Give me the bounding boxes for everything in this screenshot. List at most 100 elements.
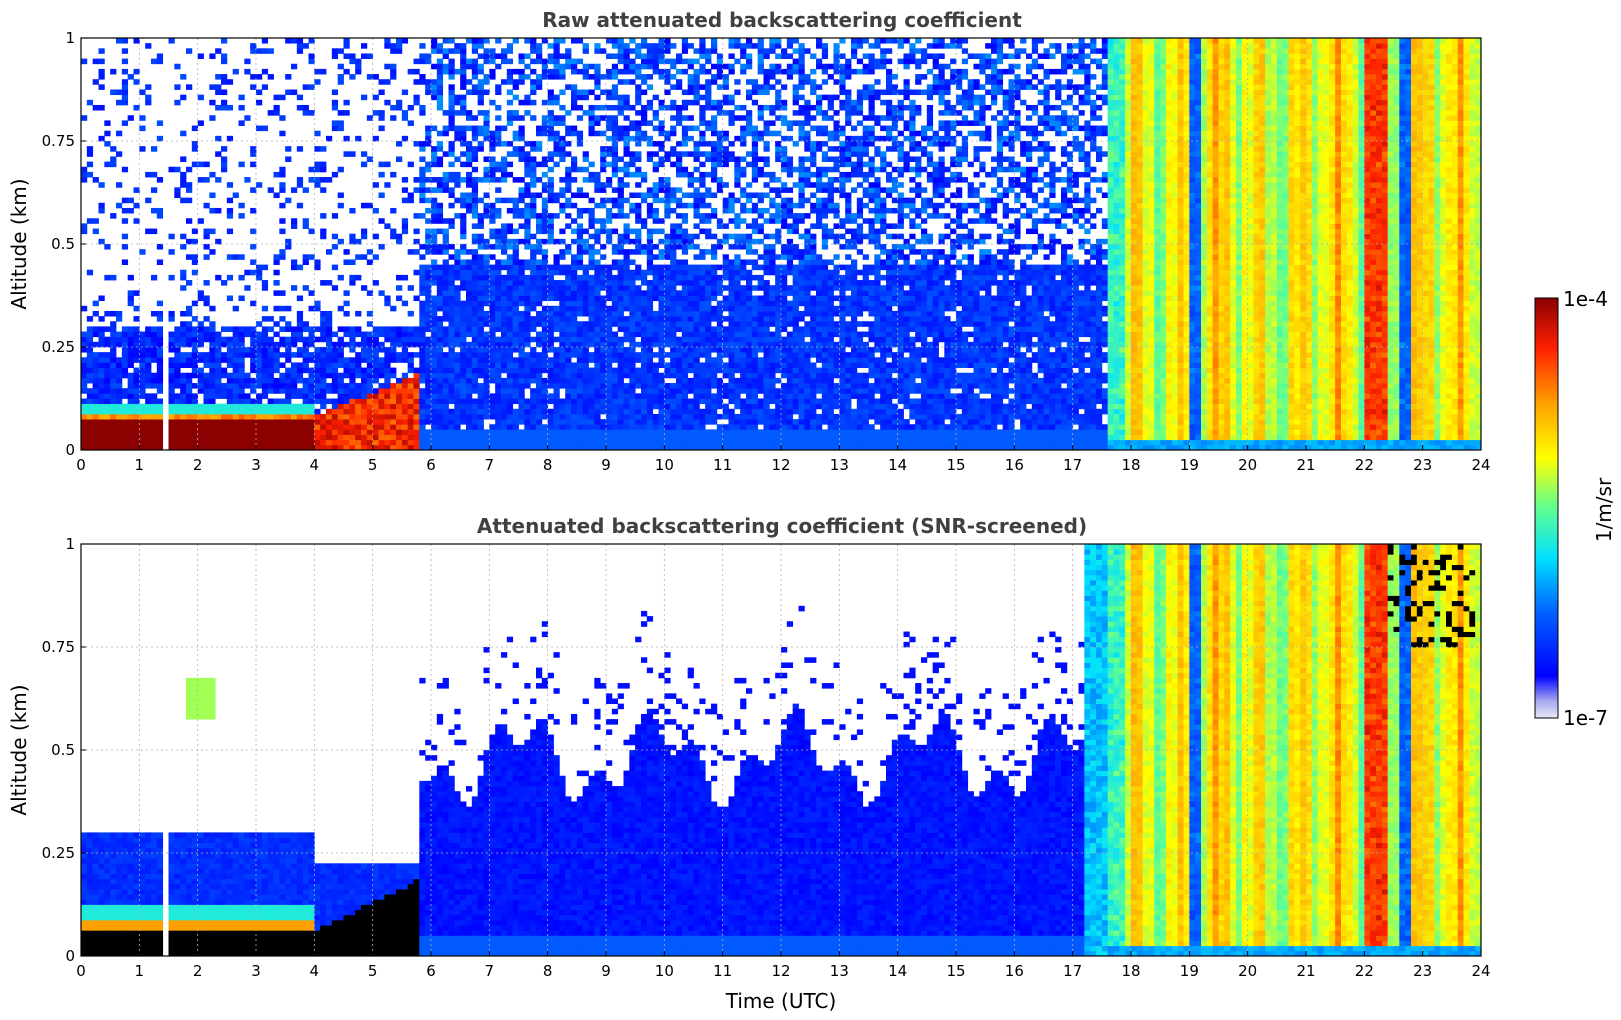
heatmap-cell — [681, 429, 689, 435]
heatmap-cell — [390, 357, 397, 363]
heatmap-cell — [623, 53, 630, 59]
heatmap-cell — [413, 367, 420, 374]
heatmap-cell — [611, 285, 619, 291]
heatmap-cell — [156, 244, 164, 250]
heatmap-cell — [670, 357, 677, 363]
heatmap-cell — [442, 326, 449, 332]
heatmap-cell — [641, 408, 648, 415]
heatmap-cell — [127, 413, 134, 420]
heatmap-cell — [191, 372, 199, 379]
heatmap-cell — [693, 367, 700, 374]
heatmap-cell — [530, 99, 537, 106]
heatmap-cell — [419, 444, 426, 451]
heatmap-cell — [419, 429, 426, 435]
heatmap-cell — [221, 434, 228, 441]
heatmap-cell — [477, 177, 484, 183]
heatmap-cell — [606, 74, 613, 80]
heatmap-cell — [448, 347, 455, 353]
heatmap-cell — [331, 99, 339, 106]
heatmap-cell — [331, 244, 339, 250]
heatmap-cell — [506, 151, 514, 157]
heatmap-cell — [121, 444, 129, 451]
heatmap-cell — [716, 336, 724, 343]
heatmap-cell — [197, 444, 204, 451]
heatmap-cell — [279, 341, 286, 348]
heatmap-cell — [693, 146, 700, 152]
heatmap-cell — [436, 383, 444, 389]
heatmap-cell — [279, 290, 286, 296]
heatmap-cell — [506, 197, 514, 204]
heatmap-cell — [641, 274, 648, 281]
heatmap-cell — [261, 362, 269, 368]
heatmap-cell — [145, 398, 152, 405]
heatmap-cell — [582, 383, 589, 389]
heatmap-cell — [506, 331, 514, 338]
heatmap-cell — [664, 130, 671, 137]
heatmap-cell — [553, 310, 560, 317]
heatmap-cell — [728, 331, 735, 338]
heatmap-cell — [285, 383, 292, 389]
heatmap-cell — [728, 43, 735, 49]
heatmap-cell — [279, 413, 286, 420]
heatmap-cell — [576, 352, 584, 358]
heatmap-cell — [232, 352, 239, 358]
heatmap-cell — [209, 192, 216, 199]
heatmap-cell — [448, 115, 455, 121]
heatmap-cell — [209, 362, 216, 368]
heatmap-cell — [576, 223, 584, 229]
heatmap-cell — [553, 352, 560, 358]
heatmap-cell — [431, 38, 438, 44]
heatmap-cell — [384, 336, 391, 343]
heatmap-cell — [104, 362, 111, 368]
heatmap-cell — [518, 377, 525, 384]
heatmap-cell — [617, 244, 624, 250]
heatmap-cell — [606, 367, 613, 374]
heatmap-cell — [337, 408, 344, 415]
heatmap-cell — [489, 341, 496, 348]
heatmap-cell — [250, 357, 257, 363]
heatmap-cell — [489, 68, 496, 75]
heatmap-cell — [477, 274, 484, 281]
heatmap-cell — [681, 285, 689, 291]
heatmap-cell — [454, 362, 461, 368]
heatmap-cell — [232, 444, 239, 451]
heatmap-cell — [226, 197, 234, 204]
heatmap-cell — [104, 408, 111, 415]
heatmap-cell — [267, 357, 274, 363]
heatmap-cell — [489, 372, 496, 379]
heatmap-cell — [617, 341, 624, 348]
heatmap-cell — [121, 84, 129, 90]
heatmap-cell — [623, 295, 630, 302]
heatmap-cell — [681, 331, 689, 338]
heatmap-cell — [215, 74, 222, 80]
heatmap-cell — [541, 264, 549, 271]
heatmap-cell — [425, 79, 432, 85]
heatmap-cell — [256, 408, 263, 415]
heatmap-cell — [547, 166, 554, 173]
heatmap-cell — [687, 182, 694, 188]
heatmap-cell — [378, 115, 385, 121]
heatmap-cell — [536, 58, 543, 65]
heatmap-cell — [518, 341, 525, 348]
heatmap-cell — [547, 419, 554, 425]
heatmap-cell — [104, 429, 111, 435]
heatmap-cell — [588, 434, 595, 441]
heatmap-cell — [232, 336, 239, 343]
heatmap-cell — [261, 444, 269, 451]
heatmap-cell — [652, 187, 659, 193]
heatmap-cell — [571, 429, 578, 435]
heatmap-cell — [518, 362, 525, 368]
heatmap-cell — [687, 58, 694, 65]
heatmap-cell — [349, 341, 356, 348]
heatmap-cell — [250, 207, 257, 214]
heatmap-cell — [606, 269, 613, 276]
heatmap-cell — [436, 408, 444, 415]
heatmap-cell — [477, 290, 484, 296]
heatmap-cell — [396, 336, 403, 343]
heatmap-cell — [156, 367, 164, 374]
heatmap-cell — [110, 434, 117, 441]
heatmap-cell — [512, 357, 519, 363]
heatmap-cell — [722, 264, 729, 271]
heatmap-cell — [384, 79, 391, 85]
heatmap-cell — [291, 434, 298, 441]
